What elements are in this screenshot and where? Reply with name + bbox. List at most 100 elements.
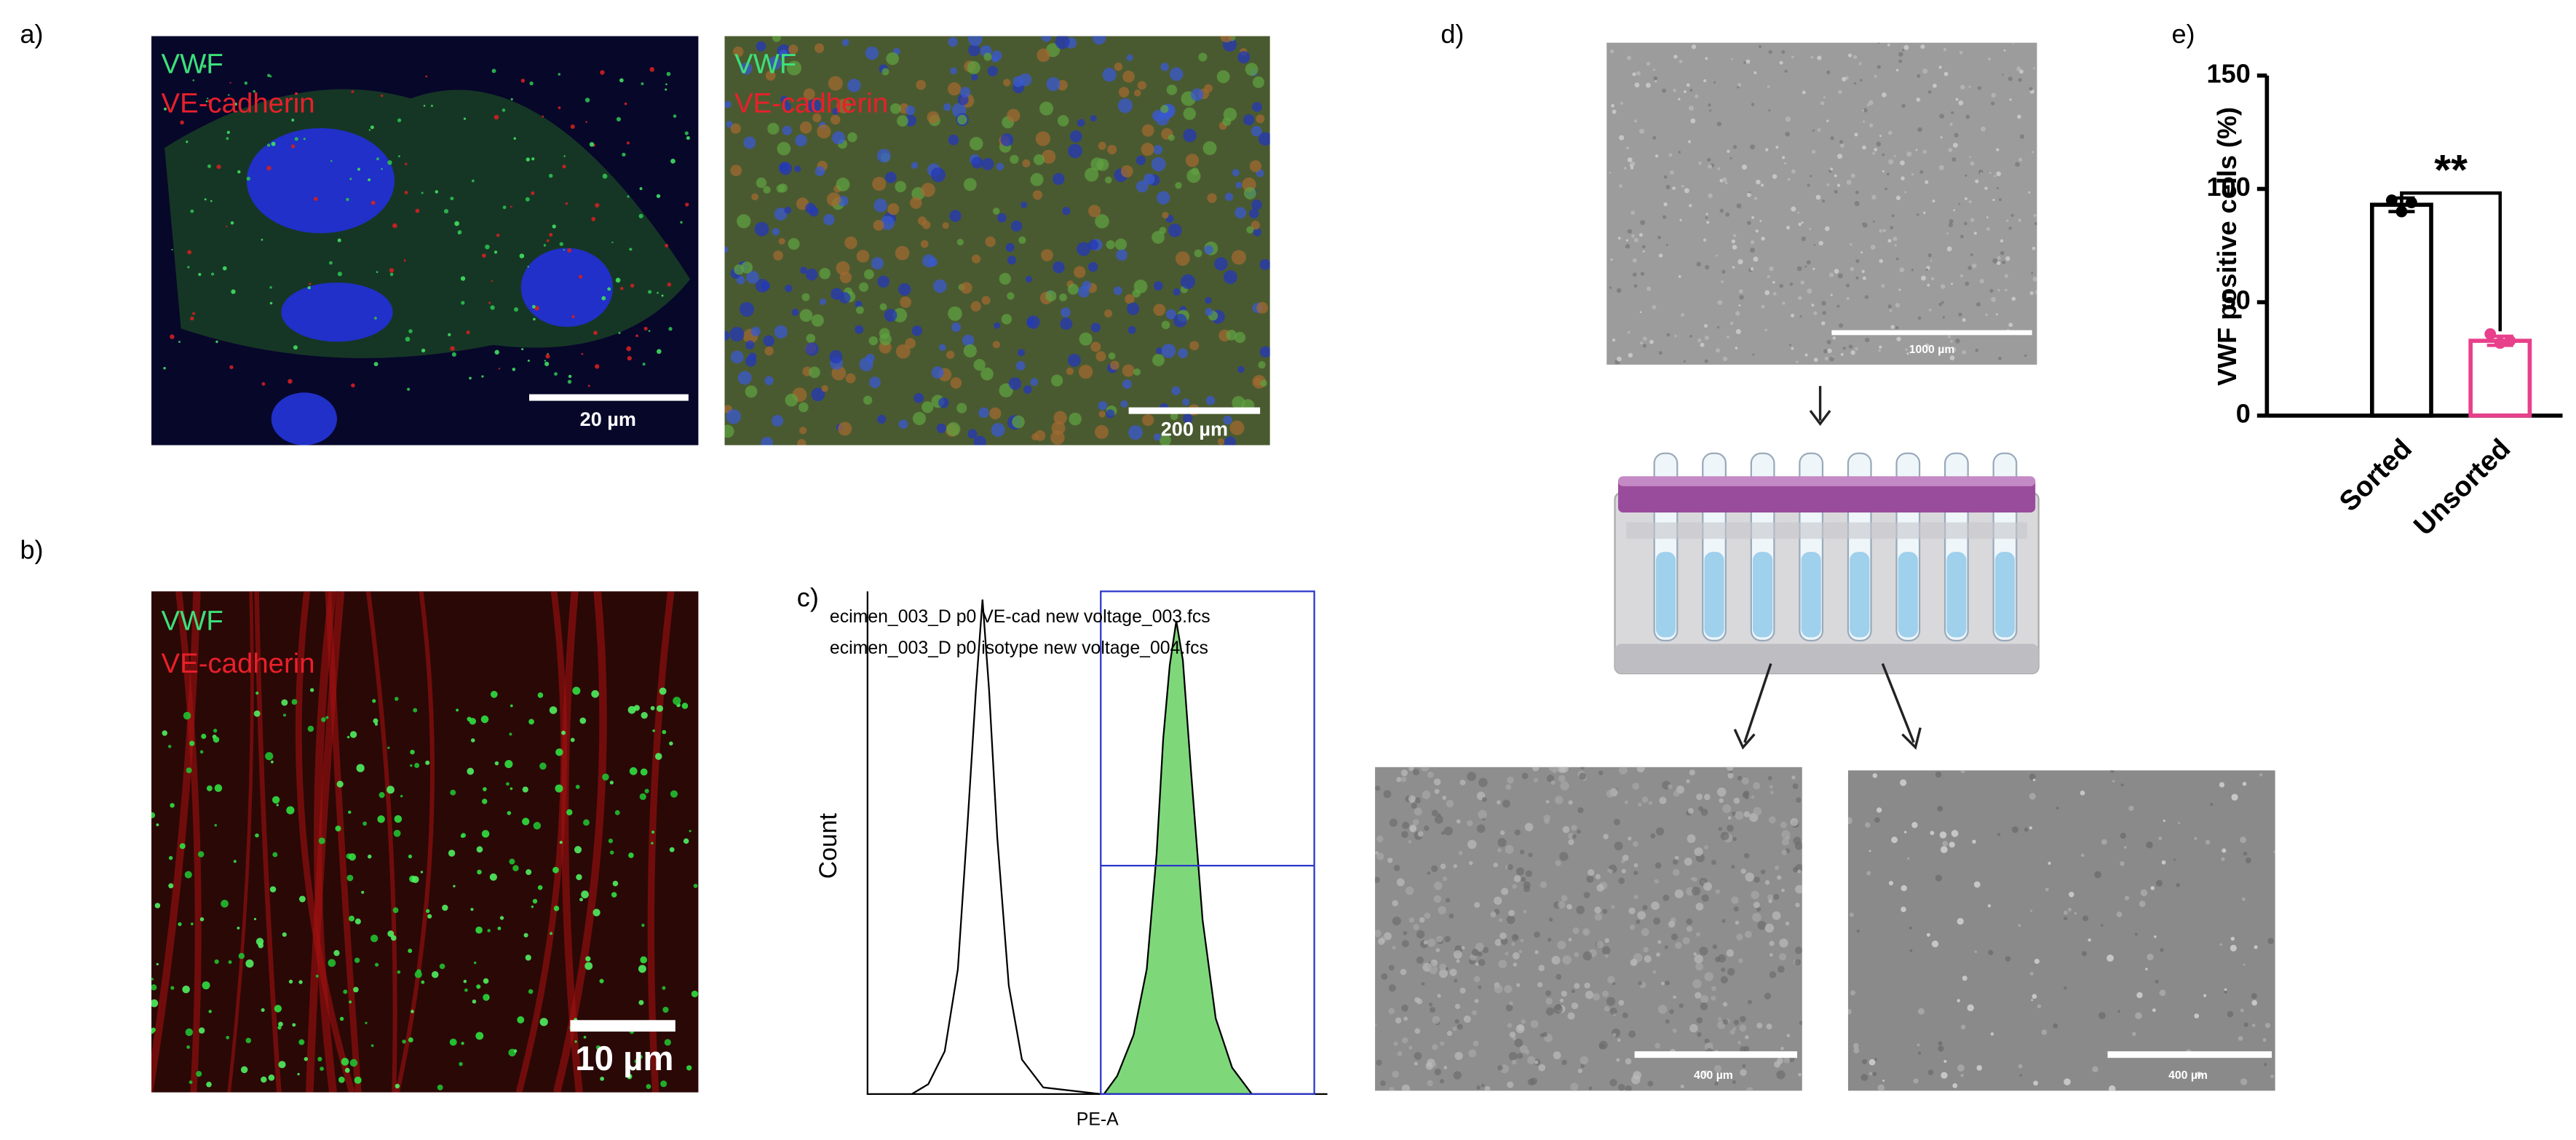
texture-dot	[933, 279, 947, 293]
texture-dot	[1110, 360, 1119, 371]
texture-dot	[811, 387, 825, 402]
significance-bracket	[2400, 191, 2502, 332]
texture-dot	[599, 978, 604, 983]
texture-dot	[1662, 894, 1670, 901]
texture-dot	[1695, 94, 1699, 98]
texture-dot	[578, 274, 583, 279]
texture-dot	[1807, 183, 1810, 187]
texture-dot	[1444, 935, 1451, 943]
texture-dot	[1974, 950, 1978, 954]
texture-dot	[1828, 272, 1834, 277]
scale-bar-label: 20 µm	[580, 408, 636, 430]
texture-dot	[472, 1000, 477, 1004]
micrograph-texture	[1609, 42, 2037, 365]
texture-dot	[992, 207, 1000, 215]
texture-dot	[1820, 101, 1825, 106]
texture-dot	[1850, 266, 1855, 272]
texture-dot	[1735, 920, 1740, 925]
texture-dot	[1750, 248, 1755, 253]
texture-dot	[2064, 986, 2067, 990]
texture-dot	[461, 301, 465, 305]
texture-dot	[1740, 1069, 1747, 1077]
texture-dot	[629, 767, 638, 775]
texture-dot	[751, 193, 758, 201]
texture-dot	[879, 333, 892, 346]
texture-dot	[1705, 265, 1710, 270]
texture-dot	[1791, 313, 1795, 318]
texture-dot	[1821, 321, 1826, 325]
texture-dot	[1126, 54, 1133, 61]
texture-dot	[1823, 96, 1826, 99]
texture-dot	[595, 364, 600, 369]
texture-dot	[1849, 912, 1854, 917]
texture-dot	[163, 367, 166, 370]
texture-dot	[938, 397, 949, 408]
texture-dot	[836, 178, 850, 191]
texture-dot	[2108, 1085, 2116, 1091]
texture-dot	[1512, 952, 1520, 959]
texture-dot	[297, 1072, 300, 1076]
texture-dot	[190, 316, 194, 321]
texture-dot	[1813, 244, 1816, 247]
texture-dot	[1505, 951, 1509, 956]
texture-dot	[1653, 917, 1661, 925]
texture-dot	[1012, 76, 1024, 87]
texture-dot	[1727, 824, 1734, 832]
texture-dot	[1797, 211, 1800, 214]
texture-dot	[1996, 171, 2002, 177]
texture-dot	[1711, 995, 1716, 1001]
texture-dot	[1010, 154, 1019, 164]
texture-dot	[408, 329, 413, 333]
texture-dot	[1810, 175, 1812, 178]
texture-dot	[1090, 341, 1101, 352]
texture-dot	[1822, 311, 1826, 315]
texture-dot	[1678, 98, 1681, 100]
texture-dot	[1955, 98, 1959, 101]
texture-dot	[1796, 797, 1802, 803]
texture-dot	[1804, 353, 1808, 357]
texture-dot	[582, 1064, 586, 1068]
texture-dot	[1740, 1016, 1746, 1023]
texture-dot	[773, 250, 783, 261]
texture-dot	[2032, 778, 2036, 782]
texture-dot	[1846, 297, 1850, 301]
texture-dot	[946, 350, 955, 360]
texture-dot	[1713, 81, 1716, 84]
texture-dot	[662, 729, 667, 735]
texture-dot	[1153, 433, 1161, 441]
texture-dot	[819, 268, 831, 280]
texture-dot	[370, 934, 379, 943]
texture-dot	[1453, 950, 1462, 959]
texture-dot	[609, 850, 614, 855]
texture-dot	[779, 50, 788, 58]
texture-dot	[1826, 70, 1831, 75]
texture-dot	[1414, 1028, 1421, 1034]
texture-dot	[600, 70, 605, 75]
texture-dot	[156, 962, 159, 966]
texture-dot	[584, 98, 590, 103]
texture-dot	[1422, 791, 1431, 799]
texture-dot	[1780, 1046, 1784, 1050]
texture-dot	[761, 437, 774, 446]
texture-dot	[1205, 308, 1213, 316]
texture-dot	[1872, 220, 1875, 223]
texture-dot	[555, 748, 563, 756]
texture-dot	[1008, 377, 1022, 390]
texture-dot	[1545, 990, 1552, 997]
texture-dot	[1917, 213, 1919, 216]
texture-dot	[724, 100, 732, 108]
texture-dot	[1603, 834, 1609, 839]
texture-dot	[523, 933, 528, 938]
texture-dot	[351, 383, 355, 388]
texture-dot	[1960, 1024, 1966, 1030]
texture-dot	[226, 225, 228, 228]
texture-dot	[1877, 42, 1880, 44]
texture-dot	[1001, 314, 1012, 325]
texture-dot	[1545, 997, 1553, 1005]
texture-dot	[1665, 243, 1668, 246]
texture-dot	[2219, 943, 2222, 946]
texture-dot	[1122, 379, 1132, 389]
texture-dot	[1761, 183, 1764, 187]
texture-dot	[421, 348, 426, 353]
texture-dot	[1579, 772, 1586, 780]
